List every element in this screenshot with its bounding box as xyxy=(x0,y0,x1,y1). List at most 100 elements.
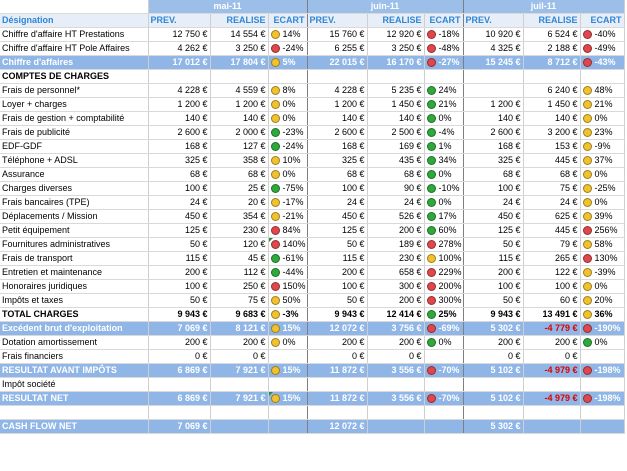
realise-cell[interactable]: 3 556 € xyxy=(367,363,425,378)
realise-cell[interactable]: 8 121 € xyxy=(210,321,269,336)
realise-cell[interactable]: 230 € xyxy=(210,223,269,238)
prev-cell[interactable]: 50 € xyxy=(463,237,524,252)
ecart-cell[interactable]: 1% xyxy=(424,139,464,154)
prev-cell[interactable] xyxy=(463,69,524,84)
realise-cell[interactable]: 354 € xyxy=(210,209,269,224)
realise-cell[interactable]: 140 € xyxy=(210,111,269,126)
realise-cell[interactable]: 200 € xyxy=(210,335,269,350)
realise-cell[interactable]: 3 250 € xyxy=(367,41,425,56)
realise-cell[interactable] xyxy=(210,377,269,392)
row-label[interactable]: Frais financiers xyxy=(0,349,149,364)
prev-cell[interactable]: 168 € xyxy=(463,139,524,154)
prev-cell[interactable]: 200 € xyxy=(307,335,368,350)
prev-cell[interactable]: 50 € xyxy=(307,237,368,252)
prev-cell[interactable]: 4 228 € xyxy=(148,83,211,98)
col-header-ecart[interactable]: ECART xyxy=(424,13,464,28)
month-header[interactable]: mai-11 xyxy=(148,0,308,14)
ecart-cell[interactable]: 0% xyxy=(424,195,464,210)
ecart-cell[interactable]: -198% xyxy=(580,391,625,406)
ecart-cell[interactable]: -70% xyxy=(424,391,464,406)
row-label[interactable]: Téléphone + ADSL xyxy=(0,153,149,168)
realise-cell[interactable]: 20 € xyxy=(210,195,269,210)
prev-cell[interactable]: 200 € xyxy=(148,265,211,280)
ecart-cell[interactable]: -25% xyxy=(580,181,625,196)
prev-cell[interactable]: 15 760 € xyxy=(307,27,368,42)
ecart-cell[interactable] xyxy=(580,419,625,434)
prev-cell[interactable] xyxy=(307,377,368,392)
ecart-cell[interactable]: 0% xyxy=(580,195,625,210)
ecart-cell[interactable]: 0% xyxy=(268,111,308,126)
ecart-cell[interactable] xyxy=(424,377,464,392)
realise-cell[interactable]: 1 450 € xyxy=(367,97,425,112)
ecart-cell[interactable]: 0% xyxy=(580,111,625,126)
realise-cell[interactable]: 153 € xyxy=(523,139,581,154)
prev-cell[interactable]: 2 600 € xyxy=(148,125,211,140)
realise-cell[interactable]: 75 € xyxy=(210,293,269,308)
prev-cell[interactable]: 168 € xyxy=(307,139,368,154)
prev-cell[interactable]: 125 € xyxy=(307,223,368,238)
ecart-cell[interactable]: 0% xyxy=(580,279,625,294)
ecart-cell[interactable] xyxy=(424,419,464,434)
ecart-cell[interactable]: 0% xyxy=(580,335,625,350)
prev-cell[interactable]: 325 € xyxy=(307,153,368,168)
row-label[interactable]: RESULTAT AVANT IMPÔTS xyxy=(0,363,149,378)
realise-cell[interactable]: 140 € xyxy=(523,111,581,126)
row-label[interactable]: Chiffre d'affaire HT Prestations xyxy=(0,27,149,42)
row-label[interactable]: Assurance xyxy=(0,167,149,182)
ecart-cell[interactable]: 48% xyxy=(580,83,625,98)
realise-cell[interactable]: -4 779 € xyxy=(523,321,581,336)
prev-cell[interactable]: 24 € xyxy=(463,195,524,210)
ecart-cell[interactable]: 130% xyxy=(580,251,625,266)
row-label[interactable]: Impôts et taxes xyxy=(0,293,149,308)
realise-cell[interactable]: 3 756 € xyxy=(367,321,425,336)
realise-cell[interactable]: 120 € xyxy=(210,237,269,252)
realise-cell[interactable]: 7 921 € xyxy=(210,391,269,406)
ecart-cell[interactable] xyxy=(268,377,308,392)
ecart-cell[interactable]: 100% xyxy=(424,251,464,266)
ecart-cell[interactable]: 39% xyxy=(580,209,625,224)
row-label[interactable]: COMPTES DE CHARGES xyxy=(0,69,149,84)
col-header-designation[interactable]: Désignation xyxy=(0,13,149,28)
prev-cell[interactable] xyxy=(463,83,524,98)
ecart-cell[interactable] xyxy=(268,349,308,364)
realise-cell[interactable]: 1 450 € xyxy=(523,97,581,112)
prev-cell[interactable]: 24 € xyxy=(148,195,211,210)
realise-cell[interactable]: 250 € xyxy=(210,279,269,294)
prev-cell[interactable]: 168 € xyxy=(148,139,211,154)
ecart-cell[interactable]: 200% xyxy=(424,279,464,294)
prev-cell[interactable]: 7 069 € xyxy=(148,321,211,336)
ecart-cell[interactable]: 0% xyxy=(424,167,464,182)
prev-cell[interactable]: 6 869 € xyxy=(148,391,211,406)
ecart-cell[interactable]: 8% xyxy=(268,83,308,98)
realise-cell[interactable]: 200 € xyxy=(523,335,581,350)
realise-cell[interactable]: 300 € xyxy=(367,279,425,294)
prev-cell[interactable]: 100 € xyxy=(463,181,524,196)
realise-cell[interactable]: 2 188 € xyxy=(523,41,581,56)
prev-cell[interactable]: 1 200 € xyxy=(307,97,368,112)
realise-cell[interactable]: 25 € xyxy=(210,181,269,196)
realise-cell[interactable]: 68 € xyxy=(210,167,269,182)
ecart-cell[interactable]: 14% xyxy=(268,27,308,42)
row-label[interactable]: Frais de gestion + comptabilité xyxy=(0,111,149,126)
prev-cell[interactable]: 50 € xyxy=(148,293,211,308)
realise-cell[interactable] xyxy=(210,419,269,434)
prev-cell[interactable]: 0 € xyxy=(307,349,368,364)
prev-cell[interactable]: 68 € xyxy=(307,167,368,182)
prev-cell[interactable]: 450 € xyxy=(148,209,211,224)
prev-cell[interactable] xyxy=(307,405,368,420)
ecart-cell[interactable]: 10% xyxy=(268,153,308,168)
realise-cell[interactable]: 75 € xyxy=(523,181,581,196)
col-header-prev[interactable]: PREV. xyxy=(307,13,368,28)
realise-cell[interactable]: 112 € xyxy=(210,265,269,280)
ecart-cell[interactable]: 24% xyxy=(424,83,464,98)
ecart-cell[interactable]: 84% xyxy=(268,223,308,238)
prev-cell[interactable]: 140 € xyxy=(463,111,524,126)
ecart-cell[interactable]: -17% xyxy=(268,195,308,210)
ecart-cell[interactable]: -40% xyxy=(580,27,625,42)
prev-cell[interactable]: 2 600 € xyxy=(307,125,368,140)
prev-cell[interactable]: 115 € xyxy=(463,251,524,266)
realise-cell[interactable]: 12 414 € xyxy=(367,307,425,322)
prev-cell[interactable]: 68 € xyxy=(463,167,524,182)
ecart-cell[interactable]: -4% xyxy=(424,125,464,140)
ecart-cell[interactable]: -198% xyxy=(580,363,625,378)
